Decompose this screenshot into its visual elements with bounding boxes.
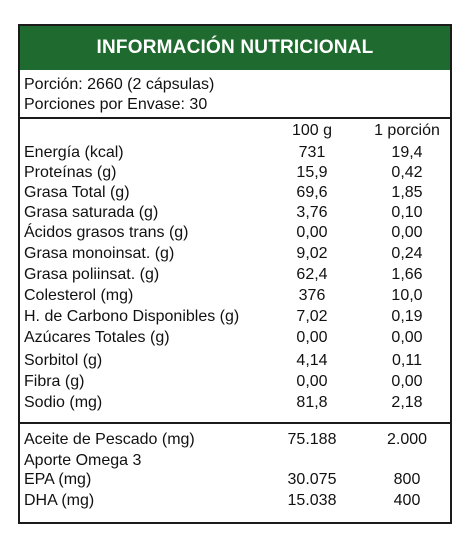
omega3-heading: Aporte Omega 3	[24, 452, 142, 469]
row-label: Fibra (g)	[24, 373, 85, 390]
row-value-100g: 4,14	[296, 352, 328, 369]
table-row-epa: EPA (mg) 30.075 800	[20, 471, 450, 491]
table-row: Colesterol (mg) 376 10,0	[20, 287, 450, 307]
row-value-portion: 0,00	[391, 373, 423, 390]
row-value-100g: 15,9	[296, 164, 328, 181]
row-label: Ácidos grasos trans (g)	[24, 224, 189, 241]
table-row: Ácidos grasos trans (g) 0,00 0,00	[20, 224, 450, 244]
row-label: Aceite de Pescado (mg)	[24, 431, 195, 448]
table-row: Grasa Total (g) 69,6 1,85	[20, 184, 450, 204]
row-value-100g: 0,00	[296, 329, 328, 346]
row-value-100g: 75.188	[287, 431, 337, 448]
row-value-portion: 0,00	[391, 329, 423, 346]
row-value-portion: 0,10	[391, 204, 423, 221]
column-header-portion: 1 porción	[374, 122, 440, 139]
row-value-portion: 10,0	[391, 287, 423, 304]
row-value-portion: 1,66	[391, 266, 423, 283]
row-label: DHA (mg)	[24, 492, 95, 509]
table-row: Fibra (g) 0,00 0,00	[20, 373, 450, 393]
row-value-100g: 81,8	[296, 394, 328, 411]
row-label: EPA (mg)	[24, 471, 92, 488]
row-value-portion: 2,18	[391, 394, 423, 411]
row-label: Sodio (mg)	[24, 394, 103, 411]
row-value-portion: 1,85	[391, 184, 423, 201]
row-label: Proteínas (g)	[24, 164, 117, 181]
row-value-portion: 400	[393, 492, 421, 509]
nutrition-facts-panel: INFORMACIÓN NUTRICIONAL Porción: 2660 (2…	[18, 24, 452, 524]
omega3-heading-row: Aporte Omega 3	[20, 452, 450, 472]
row-value-100g: 30.075	[287, 471, 337, 488]
row-value-100g: 0,00	[296, 224, 328, 241]
row-label: Grasa Total (g)	[24, 184, 130, 201]
table-row: Grasa saturada (g) 3,76 0,10	[20, 204, 450, 224]
row-value-portion: 19,4	[391, 144, 423, 161]
row-label: H. de Carbono Disponibles (g)	[24, 308, 240, 325]
row-label: Colesterol (mg)	[24, 287, 134, 304]
row-value-100g: 9,02	[296, 245, 328, 262]
row-value-100g: 15.038	[287, 492, 337, 509]
row-value-portion: 0,42	[391, 164, 423, 181]
serving-size: Porción: 2660 (2 cápsulas)	[24, 76, 215, 93]
row-value-portion: 0,24	[391, 245, 423, 262]
column-header-100g: 100 g	[291, 122, 333, 139]
servings-per-container: Porciones por Envase: 30	[24, 96, 208, 113]
table-row: Proteínas (g) 15,9 0,42	[20, 164, 450, 184]
row-value-100g: 0,00	[296, 373, 328, 390]
table-row: Grasa monoinsat. (g) 9,02 0,24	[20, 245, 450, 265]
table-row-fish-oil: Aceite de Pescado (mg) 75.188 2.000	[20, 431, 450, 451]
divider-top	[20, 117, 450, 119]
table-row: Sodio (mg) 81,8 2,18	[20, 394, 450, 414]
divider-bottom	[20, 422, 450, 424]
table-row: Sorbitol (g) 4,14 0,11	[20, 352, 450, 372]
table-row: Azúcares Totales (g) 0,00 0,00	[20, 329, 450, 349]
row-label: Grasa poliinsat. (g)	[24, 266, 160, 283]
row-value-100g: 69,6	[296, 184, 328, 201]
table-row-dha: DHA (mg) 15.038 400	[20, 492, 450, 512]
table-row: H. de Carbono Disponibles (g) 7,02 0,19	[20, 308, 450, 328]
row-label: Energía (kcal)	[24, 144, 124, 161]
row-value-portion: 0,00	[391, 224, 423, 241]
row-value-100g: 3,76	[296, 204, 328, 221]
row-value-100g: 731	[298, 144, 326, 161]
table-row: Energía (kcal) 731 19,4	[20, 144, 450, 164]
table-row: Grasa poliinsat. (g) 62,4 1,66	[20, 266, 450, 286]
row-value-100g: 7,02	[296, 308, 328, 325]
row-label: Grasa saturada (g)	[24, 204, 159, 221]
row-value-portion: 2.000	[386, 431, 428, 448]
row-value-portion: 0,19	[391, 308, 423, 325]
row-value-portion: 0,11	[392, 352, 422, 369]
row-value-100g: 62,4	[296, 266, 328, 283]
row-value-portion: 800	[393, 471, 421, 488]
row-label: Azúcares Totales (g)	[24, 329, 170, 346]
row-label: Sorbitol (g)	[24, 352, 103, 369]
panel-title: INFORMACIÓN NUTRICIONAL	[20, 26, 450, 70]
row-value-100g: 376	[298, 287, 326, 304]
row-label: Grasa monoinsat. (g)	[24, 245, 175, 262]
